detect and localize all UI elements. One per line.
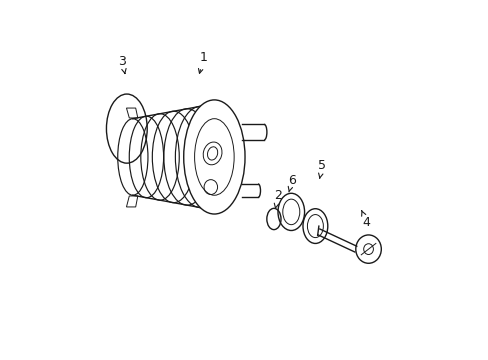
Text: 5: 5 xyxy=(318,159,326,178)
Text: 6: 6 xyxy=(287,174,296,192)
Text: 4: 4 xyxy=(361,211,370,229)
Text: 3: 3 xyxy=(118,55,126,73)
Text: 1: 1 xyxy=(198,51,207,73)
Ellipse shape xyxy=(355,235,381,263)
Text: 2: 2 xyxy=(274,189,282,208)
Ellipse shape xyxy=(183,100,244,214)
